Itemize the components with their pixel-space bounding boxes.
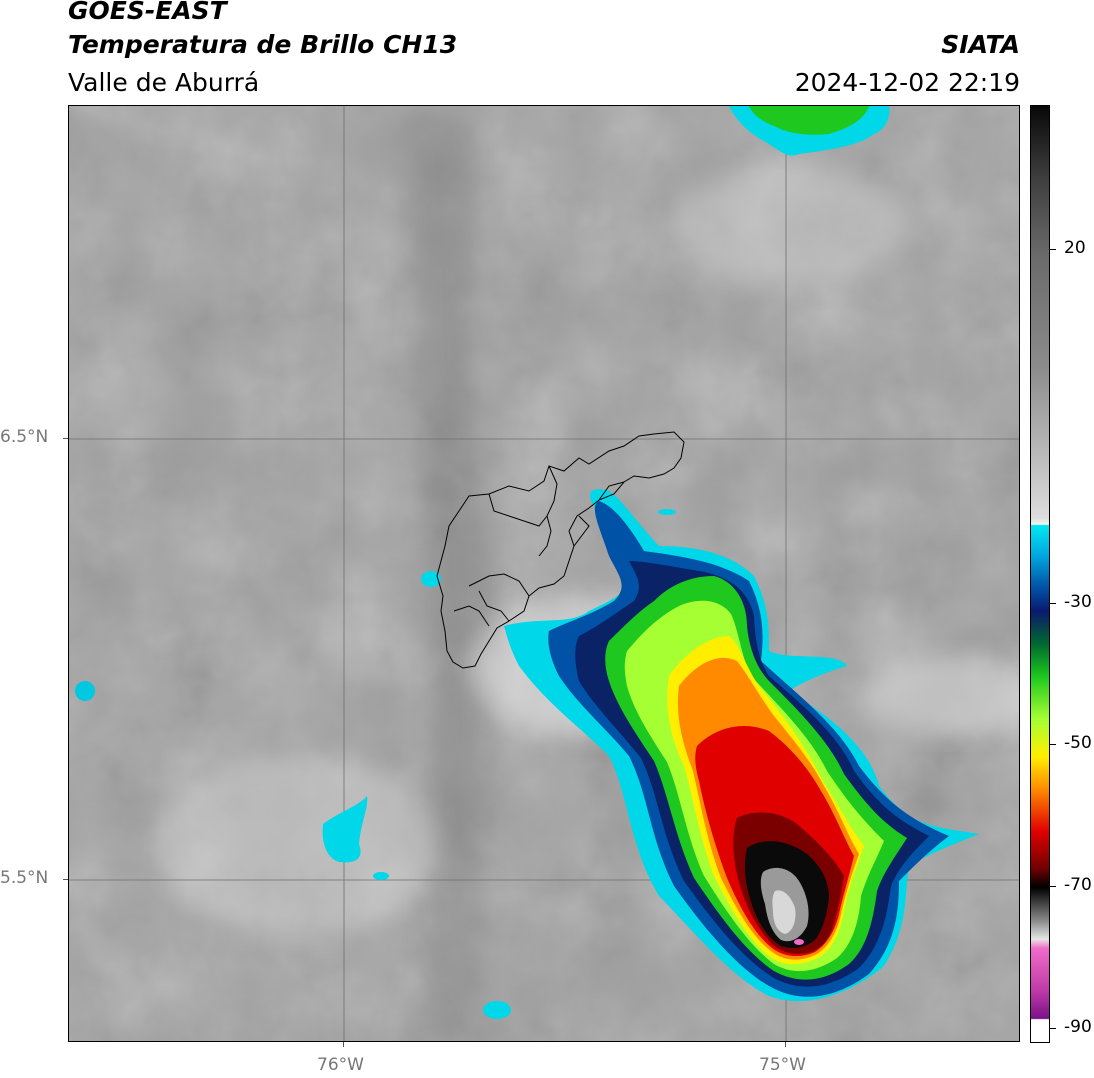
lon-label: 76°W — [317, 1055, 364, 1075]
lon-tick — [785, 1042, 786, 1047]
colorbar-tick — [1050, 1028, 1056, 1029]
colorbar-gradient — [1031, 106, 1049, 1042]
cloud-blob — [75, 681, 95, 701]
lat-tick — [63, 438, 68, 439]
satellite-map — [68, 105, 1020, 1042]
lon-tick — [343, 1042, 344, 1047]
satellite-title: GOES-EAST — [68, 0, 227, 25]
cloud-blob — [322, 796, 368, 863]
light-cloud-patch — [669, 166, 909, 286]
region-title: Valle de Aburrá — [68, 68, 260, 97]
lat-tick — [63, 879, 68, 880]
colorbar — [1030, 105, 1050, 1043]
colorbar-label: -70 — [1064, 875, 1092, 895]
map-canvas — [69, 106, 1019, 1041]
lat-label: 5.5°N — [0, 868, 49, 888]
cloud-blob — [658, 509, 676, 515]
cloud-blob — [373, 872, 389, 880]
colorbar-label: -50 — [1064, 733, 1092, 753]
cloud-top — [729, 106, 890, 156]
terrain-band — [399, 106, 495, 1041]
product-title: Temperatura de Brillo CH13 — [68, 30, 458, 59]
colorbar-label: 20 — [1064, 238, 1086, 258]
colorbar-tick — [1050, 744, 1056, 745]
colorbar-label: -30 — [1064, 592, 1092, 612]
cloud-blob — [483, 1001, 511, 1019]
municipal-boundaries — [436, 431, 685, 669]
colorbar-tick — [1050, 886, 1056, 887]
colorbar-label: -90 — [1064, 1017, 1092, 1037]
agency-title: SIATA — [941, 30, 1020, 59]
colorbar-tick — [1050, 603, 1056, 604]
lon-label: 75°W — [759, 1055, 806, 1075]
light-cloud-patch — [159, 756, 439, 936]
datetime-label: 2024-12-02 22:19 — [794, 68, 1020, 97]
colorbar-tick — [1050, 249, 1056, 250]
lat-label: 6.5°N — [0, 427, 49, 447]
storm-cell — [504, 489, 979, 1002]
light-cloud-patch — [859, 656, 1019, 736]
cloud-blob — [421, 571, 441, 587]
